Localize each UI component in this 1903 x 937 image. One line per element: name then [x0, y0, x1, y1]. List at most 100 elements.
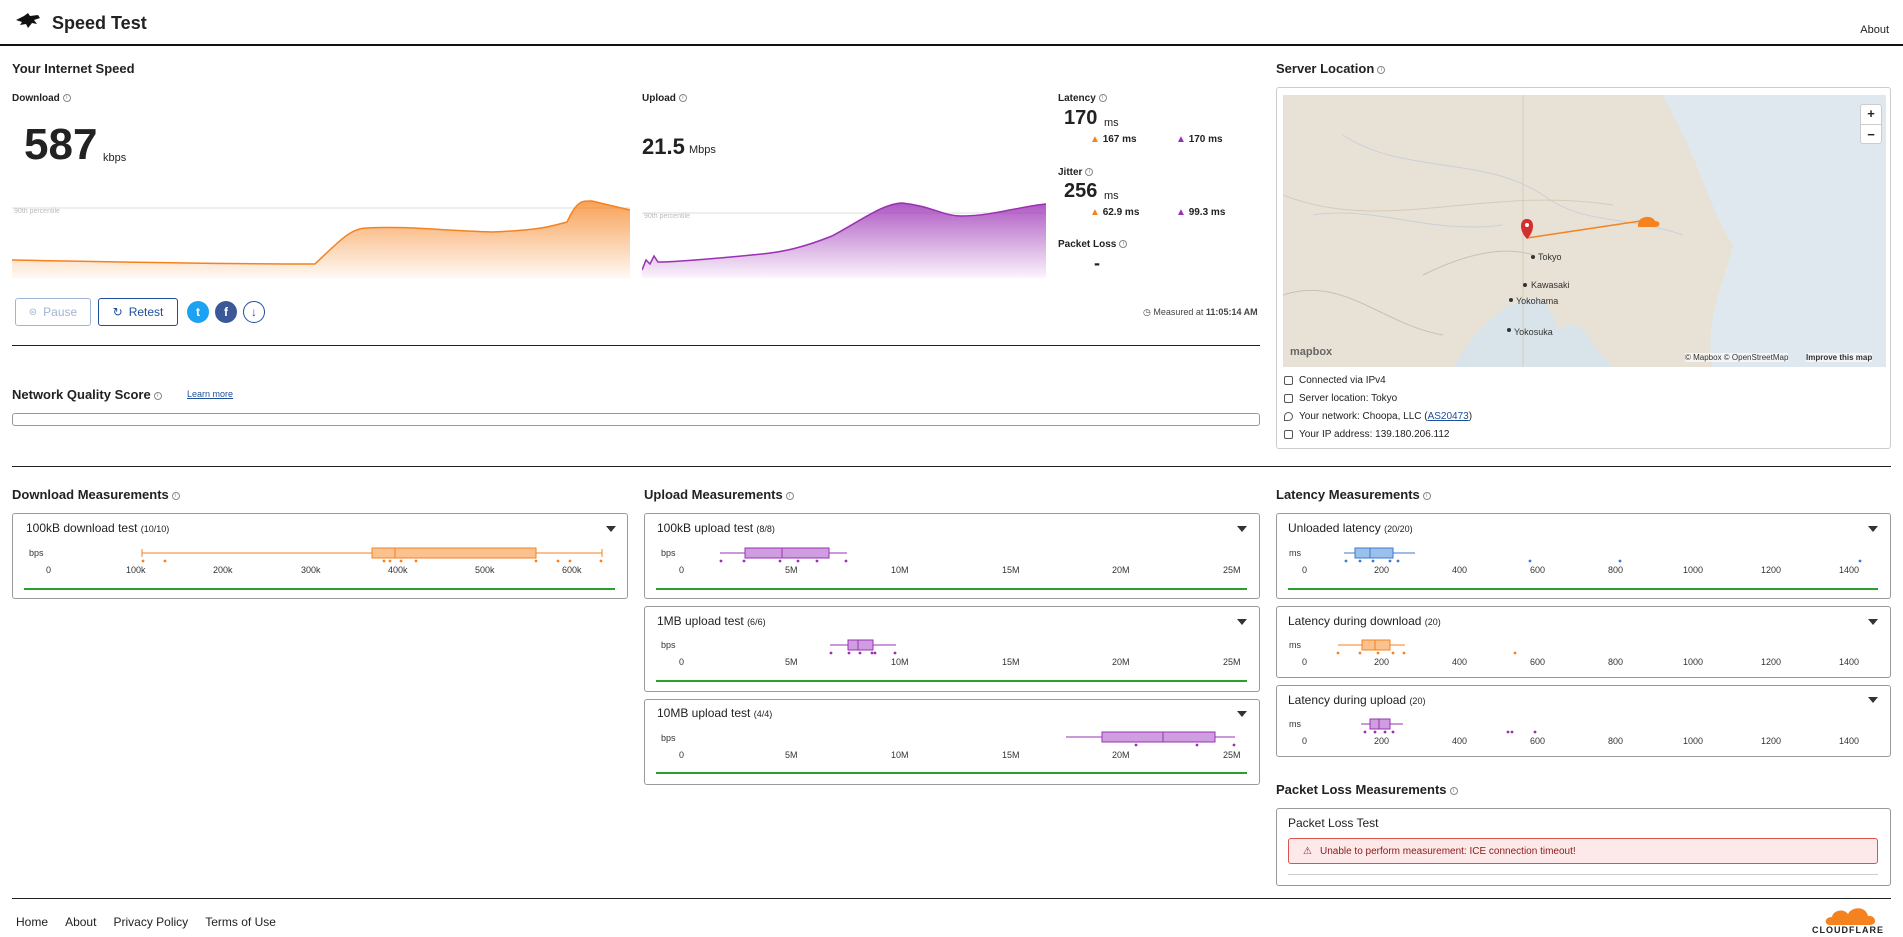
map-label-yokohama: Yokohama [1516, 296, 1559, 306]
test-count: (20) [1409, 696, 1426, 706]
tick-label: 15M [1002, 750, 1020, 760]
map-attribution[interactable]: © Mapbox © OpenStreetMap [1685, 353, 1789, 362]
upload-unit: Mbps [689, 144, 716, 156]
tick-label: 1400 [1839, 565, 1860, 575]
info-icon[interactable]: i [62, 94, 71, 103]
footer-privacy-link[interactable]: Privacy Policy [113, 915, 189, 929]
test-count: (4/4) [753, 709, 773, 719]
status-line [1288, 588, 1878, 590]
twitter-share-icon[interactable]: t [187, 301, 209, 323]
chevron-down-icon[interactable] [1868, 619, 1878, 625]
tick-label: 1200 [1761, 565, 1782, 575]
info-icon[interactable]: i [153, 391, 162, 400]
info-icon[interactable]: i [1377, 65, 1386, 74]
download-results-icon[interactable]: ↓ [243, 301, 265, 323]
status-line [656, 588, 1247, 590]
footer-about-link[interactable]: About [65, 915, 97, 929]
tick-label: 10M [891, 750, 909, 760]
chevron-down-icon[interactable] [1237, 526, 1247, 532]
footer-home-link[interactable]: Home [16, 915, 49, 929]
map-label-kawasaki: Kawasaki [1531, 280, 1570, 290]
info-icon[interactable]: i [1422, 491, 1431, 500]
upload-chart [642, 202, 1046, 278]
cloudflare-logo[interactable]: CLOUDFLARE [1812, 925, 1884, 935]
packet-loss-measurements-title: Packet Loss Measurements i [1276, 782, 1458, 797]
latency-boxplot [1344, 547, 1862, 563]
zoom-in-button[interactable]: + [1867, 106, 1875, 121]
jitter-label: Jitter i [1058, 167, 1094, 178]
improve-map-link[interactable]: Improve this map [1806, 353, 1873, 362]
tick-label: 20M [1112, 750, 1130, 760]
tick-label: 800 [1608, 736, 1624, 746]
mapbox-logo[interactable]: mapbox [1290, 346, 1333, 358]
unit-label: bps [661, 548, 676, 558]
info-icon[interactable]: i [1449, 786, 1458, 795]
learn-more-link[interactable]: Learn more [187, 389, 234, 399]
error-message: Unable to perform measurement: ICE conne… [1319, 845, 1576, 857]
divider [1288, 874, 1878, 875]
asn-link[interactable]: AS20473 [1427, 411, 1469, 422]
info-icon[interactable]: i [678, 94, 687, 103]
server-icon [1284, 394, 1293, 403]
tick-label: 0 [679, 750, 685, 760]
info-icon[interactable]: i [1119, 240, 1128, 249]
tick-label: 1400 [1839, 657, 1860, 667]
tick-label: 5M [785, 565, 798, 575]
latency-download: ▲ 167 ms [1090, 134, 1137, 145]
latency-upload-value: 170 ms [1188, 134, 1223, 145]
chevron-down-icon[interactable] [1237, 619, 1247, 625]
status-line [656, 772, 1247, 774]
info-icon[interactable]: i [1085, 168, 1094, 177]
tick-label: 0 [679, 565, 685, 575]
speedtest-logo-icon[interactable] [14, 12, 42, 35]
map-label-yokosuka: Yokosuka [1514, 327, 1553, 337]
warning-icon: ⚠ [1303, 845, 1312, 857]
download-arrow-icon: ▲ [1090, 134, 1100, 145]
test-name: Latency during download [1288, 614, 1422, 628]
nqs-title-text: Network Quality Score [12, 387, 151, 402]
info-icon[interactable]: i [171, 491, 180, 500]
tick-label: 0 [46, 565, 52, 575]
retest-button-label: Retest [128, 305, 164, 319]
chevron-down-icon[interactable] [1868, 697, 1878, 703]
ip-text: Your IP address: 139.180.206.112 [1299, 429, 1450, 440]
jitter-unit: ms [1104, 190, 1119, 202]
chevron-down-icon[interactable] [606, 526, 616, 532]
info-icon[interactable]: i [785, 491, 794, 500]
unit-label: bps [29, 548, 44, 558]
server-location-title-text: Server Location [1276, 61, 1375, 76]
app-title[interactable]: Speed Test [52, 13, 147, 33]
test-title: Latency during upload (20) [1288, 693, 1425, 707]
tick-label: 0 [679, 657, 685, 667]
test-title: 1MB upload test (6/6) [657, 614, 766, 628]
retest-button[interactable]: ↻ Retest [98, 298, 178, 326]
divider [12, 345, 1260, 346]
jitter-download: ▲ 62.9 ms [1090, 207, 1139, 218]
server-map[interactable] [1283, 95, 1886, 367]
chevron-down-icon[interactable] [1237, 711, 1247, 717]
test-name: Latency during upload [1288, 693, 1407, 707]
tick-label: 600k [562, 565, 582, 575]
footer-terms-link[interactable]: Terms of Use [205, 915, 276, 929]
chevron-down-icon[interactable] [1868, 526, 1878, 532]
tick-label: 200 [1374, 736, 1390, 746]
pause-button[interactable]: ⊜ Pause [15, 298, 91, 326]
tick-label: 500k [475, 565, 495, 575]
latency-unit: ms [1104, 117, 1119, 129]
tick-label: 5M [785, 750, 798, 760]
packet-loss-value: - [1094, 253, 1100, 273]
facebook-share-icon[interactable]: f [215, 301, 237, 323]
footer-divider [12, 898, 1891, 899]
test-title: 100kB download test (10/10) [26, 521, 169, 535]
test-title: 10MB upload test (4/4) [657, 706, 772, 720]
about-link[interactable]: About [1860, 24, 1889, 36]
connected-line: Connected via IPv4 [1284, 375, 1386, 386]
tick-label: 1200 [1761, 736, 1782, 746]
test-name: 1MB upload test [657, 614, 744, 628]
latency-measurements-title-text: Latency Measurements [1276, 487, 1420, 502]
zoom-out-button[interactable]: − [1860, 124, 1882, 144]
latency-boxplot [1361, 718, 1537, 734]
download-label: Download i [12, 93, 71, 104]
tick-label: 600 [1530, 565, 1546, 575]
info-icon[interactable]: i [1098, 94, 1107, 103]
